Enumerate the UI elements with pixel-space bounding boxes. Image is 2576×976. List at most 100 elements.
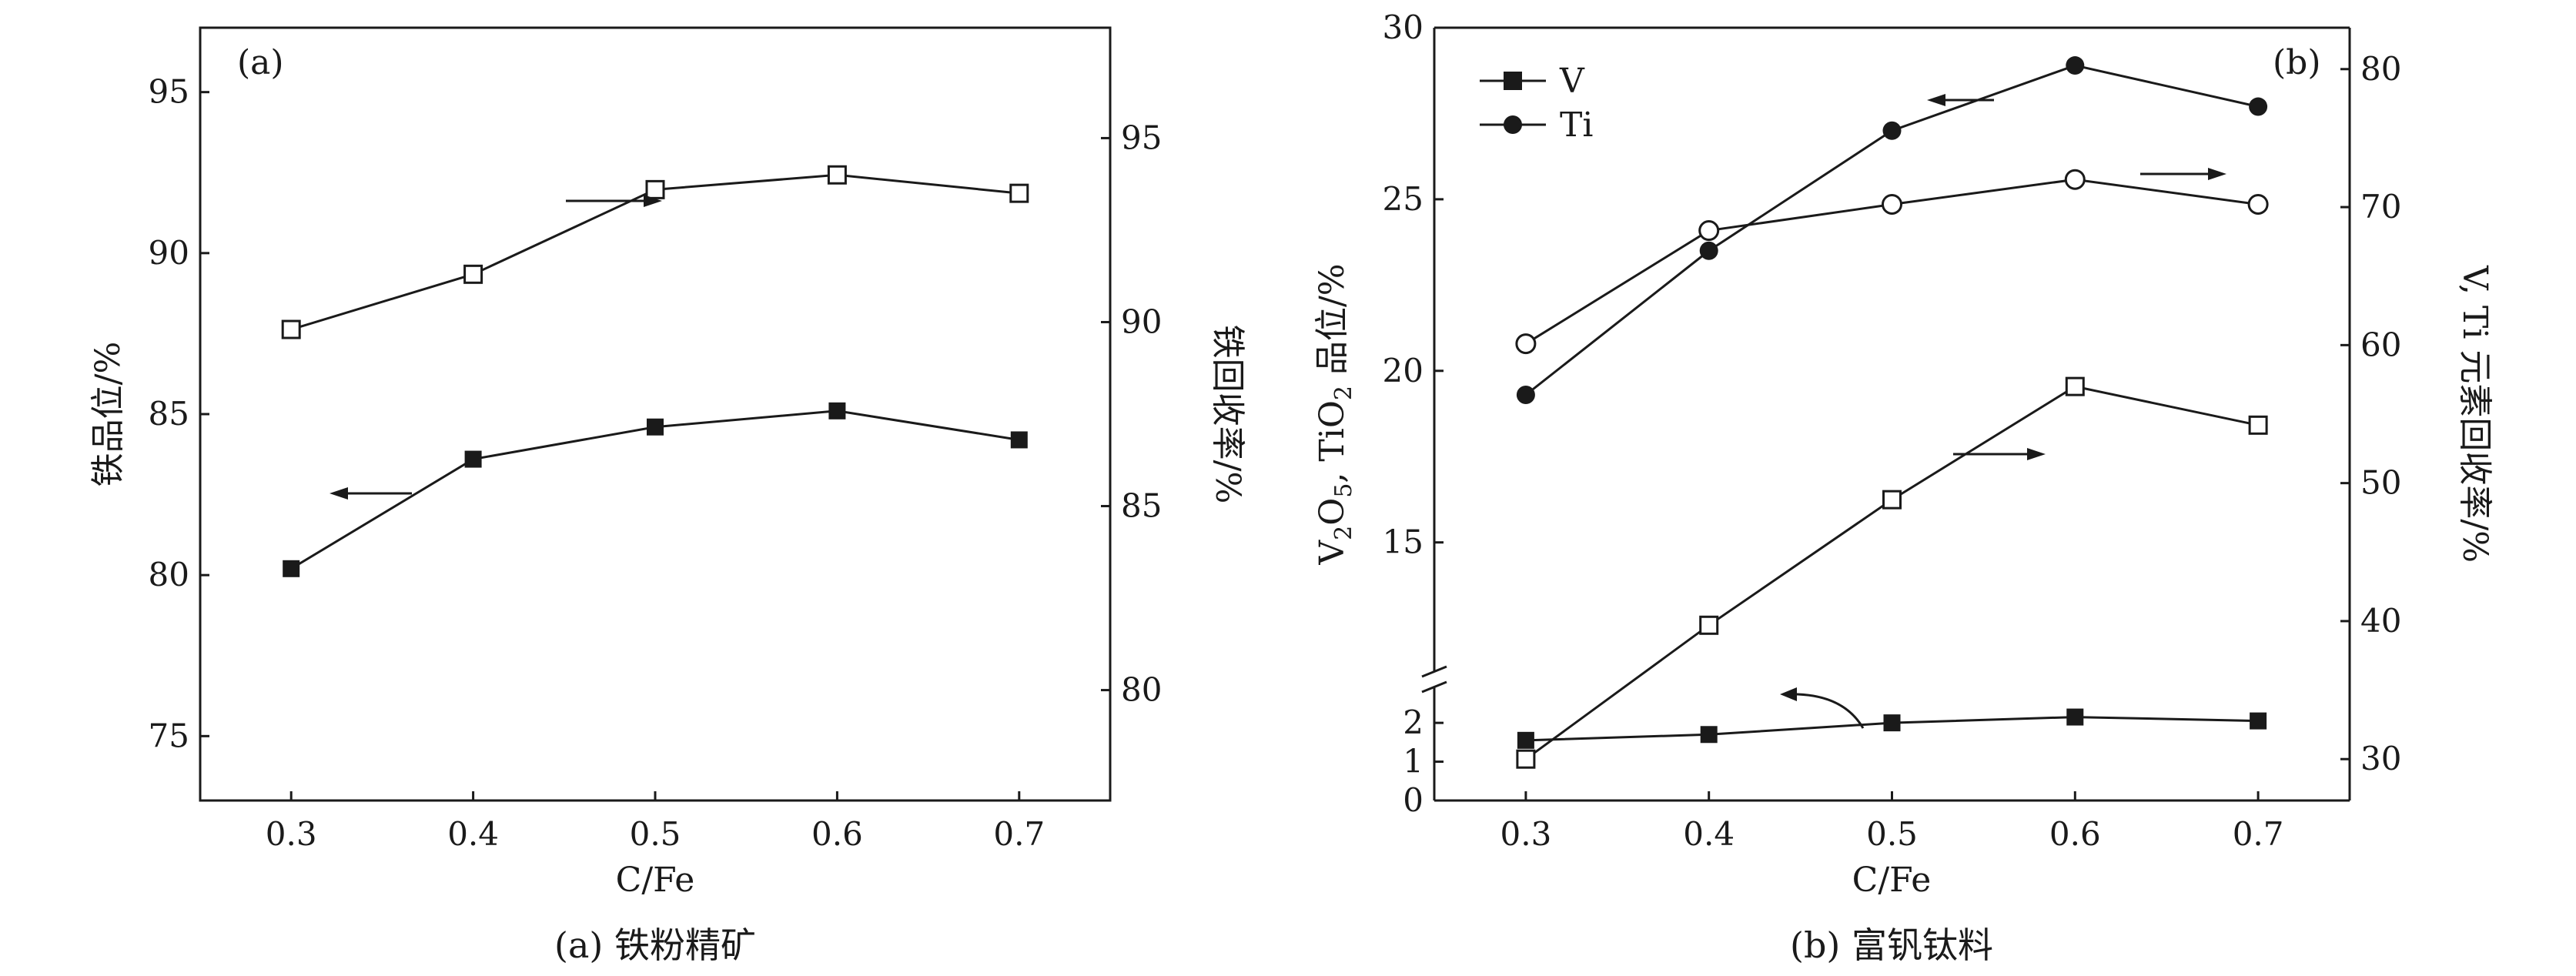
panel-b-caption: (b) 富钒钛料 [1790, 924, 1993, 966]
legend: V Ti [1480, 62, 1593, 145]
panel-b-series-2-point-1 [1699, 615, 1719, 635]
panel-b-y-upper-tick-label-1: 20 [1383, 352, 1423, 389]
panel-a-y2-tick-label-3: 95 [1121, 119, 1162, 156]
panel-a: 0.3 0.4 0.5 0.6 0.7 75 80 85 90 95 80 85 90 95 (a) C/… [89, 26, 1247, 966]
panel-b-series-3-point-2 [1882, 193, 1902, 215]
panel-b-series-1-point-3 [2066, 56, 2085, 75]
legend-marker-v [1504, 72, 1522, 90]
panel-b-series-2-line [1525, 385, 2259, 760]
panel-a-y-tick-label-1: 80 [149, 556, 189, 593]
panel-b-series-3-point-1 [1698, 220, 1720, 242]
panel-b-series-2-point-3 [2065, 376, 2085, 396]
panel-a-series-1-point-0 [281, 319, 301, 339]
panel-a-y2-tick-label-1: 85 [1121, 487, 1162, 525]
panel-b-series-2-point-4 [2248, 415, 2268, 435]
panel-b-y2-tick-label-4: 70 [2360, 188, 2401, 226]
panel-b-y2-tick-label-0: 30 [2360, 740, 2401, 777]
panel-a-xtick-label-1: 0.4 [447, 815, 499, 853]
arrow-v-rec-right-head [2027, 448, 2046, 460]
panel-a-series-0-point-2 [647, 418, 664, 436]
panel-a-frame [199, 26, 1112, 802]
panel-a-label: (a) [237, 43, 284, 82]
panel-b-ticks: 0.3 0.4 0.5 0.6 0.7 15 20 25 30 012 30 40 50 60 70 80 [1383, 8, 2402, 853]
panel-b-series-1-point-1 [1699, 241, 1718, 260]
ylabel-sub-5: 5 [1330, 483, 1357, 498]
panel-b-y2label: V, Ti 元素回收率/% [2455, 265, 2494, 563]
ylabel-grade: 品位/% [1313, 263, 1352, 386]
arrow-a-right-head [644, 195, 662, 207]
panel-a-y-tick-label-2: 85 [149, 395, 189, 433]
panel-b-y2-tick-label-3: 60 [2360, 326, 2401, 363]
ylabel-o: O [1313, 498, 1352, 526]
panel-a-xtick-label-4: 0.7 [993, 815, 1045, 853]
panel-b-series-0-point-3 [2066, 708, 2084, 726]
panel-a-xtick-label-0: 0.3 [266, 815, 317, 853]
panel-b-xtick-label-2: 0.5 [1866, 815, 1918, 853]
panel-b-y-upper-tick-label-0: 15 [1383, 523, 1423, 561]
panel-b-arrows [1780, 94, 2226, 729]
panel-a-lines [281, 165, 1029, 577]
panel-a-xtick-label-3: 0.6 [811, 815, 863, 853]
panel-b-xtick-label-4: 0.7 [2233, 815, 2284, 853]
arrow-v-grade-curve [1787, 693, 1865, 729]
panel-b-series-0-point-0 [1517, 731, 1534, 749]
panel-a-series-1-point-3 [827, 165, 847, 185]
panel-b-series-1-point-4 [2249, 97, 2268, 116]
panel-b-series-0-point-2 [1883, 714, 1901, 732]
panel-b-series-0-point-4 [2250, 712, 2267, 730]
panel-b-series-1-point-2 [1882, 121, 1902, 140]
panel-a-series-1-point-1 [463, 264, 483, 284]
panel-b-y2-tick-label-2: 50 [2360, 464, 2401, 502]
panel-a-series-0-point-1 [464, 450, 482, 468]
panel-a-series-0-point-4 [1010, 431, 1028, 449]
panel-b-xlabel: C/Fe [1852, 861, 1932, 900]
panel-a-y-tick-label-4: 95 [149, 73, 189, 111]
panel-b-series-2-point-0 [1516, 749, 1536, 769]
panel-a-y-tick-label-0: 75 [149, 717, 189, 754]
panel-a-series-0-point-3 [828, 402, 846, 419]
legend-label-v: V [1559, 62, 1585, 101]
ylabel-sub-2b: 2 [1330, 386, 1357, 400]
panel-a-y-tick-label-3: 90 [149, 234, 189, 272]
panel-a-series-1-point-2 [645, 179, 665, 199]
panel-a-y2-tick-label-0: 80 [1121, 671, 1162, 709]
arrow-a-left-head [330, 487, 348, 500]
panel-a-xlabel: C/Fe [616, 861, 695, 900]
panel-b-series-3-point-3 [2064, 169, 2086, 190]
ylabel-tio: , TiO [1313, 400, 1352, 483]
panel-a-arrows [330, 195, 662, 500]
panel-b-xtick-label-3: 0.6 [2049, 815, 2101, 853]
panel-a-y2label: 铁回收率/% [1208, 325, 1247, 504]
panel-b-series-3-point-0 [1515, 333, 1537, 355]
panel-a-series-0-point-0 [283, 560, 300, 577]
panel-b-lines [1515, 56, 2269, 769]
panel-a-ticks: 0.3 0.4 0.5 0.6 0.7 75 80 85 90 95 80 85 90 95 [149, 73, 1163, 853]
panel-b-xtick-label-1: 0.4 [1683, 815, 1735, 853]
ylabel-v: V [1313, 540, 1352, 566]
panel-a-ylabel: 铁品位/% [89, 342, 128, 487]
panel-b-series-0-point-1 [1700, 726, 1718, 744]
panel-b-xtick-label-0: 0.3 [1500, 815, 1552, 853]
panel-b-y-lower-tick-label-0: 0 [1403, 781, 1423, 819]
panel-a-y2-tick-label-2: 90 [1121, 302, 1162, 340]
panel-b-series-2-point-2 [1882, 490, 1902, 510]
panel-b-y2-tick-label-5: 80 [2360, 50, 2401, 88]
panel-a-caption: (a) 铁粉精矿 [554, 924, 756, 966]
arrow-v-grade-curve-head [1780, 687, 1797, 701]
arrow-ti-rec-right-head [2208, 168, 2226, 180]
panel-b-ylabel: V2O5, TiO2 品位/% [1313, 263, 1357, 565]
panel-b-y-lower-tick-label-1: 1 [1403, 743, 1423, 780]
panel-a-series-1-point-4 [1009, 183, 1029, 203]
panel-b-series-1-point-0 [1516, 385, 1535, 404]
panel-b-label: (b) [2273, 43, 2321, 82]
panel-b-y-upper-tick-label-3: 30 [1383, 8, 1423, 46]
panel-b-y-upper-tick-label-2: 25 [1383, 180, 1423, 218]
panel-b-y2-tick-label-1: 40 [2360, 602, 2401, 640]
panel-a-xtick-label-2: 0.5 [630, 815, 681, 853]
arrow-ti-grade-left-head [1927, 94, 1945, 106]
legend-marker-ti [1504, 115, 1522, 134]
panel-b-y-lower-tick-label-2: 2 [1403, 704, 1423, 741]
legend-label-ti: Ti [1560, 105, 1593, 145]
